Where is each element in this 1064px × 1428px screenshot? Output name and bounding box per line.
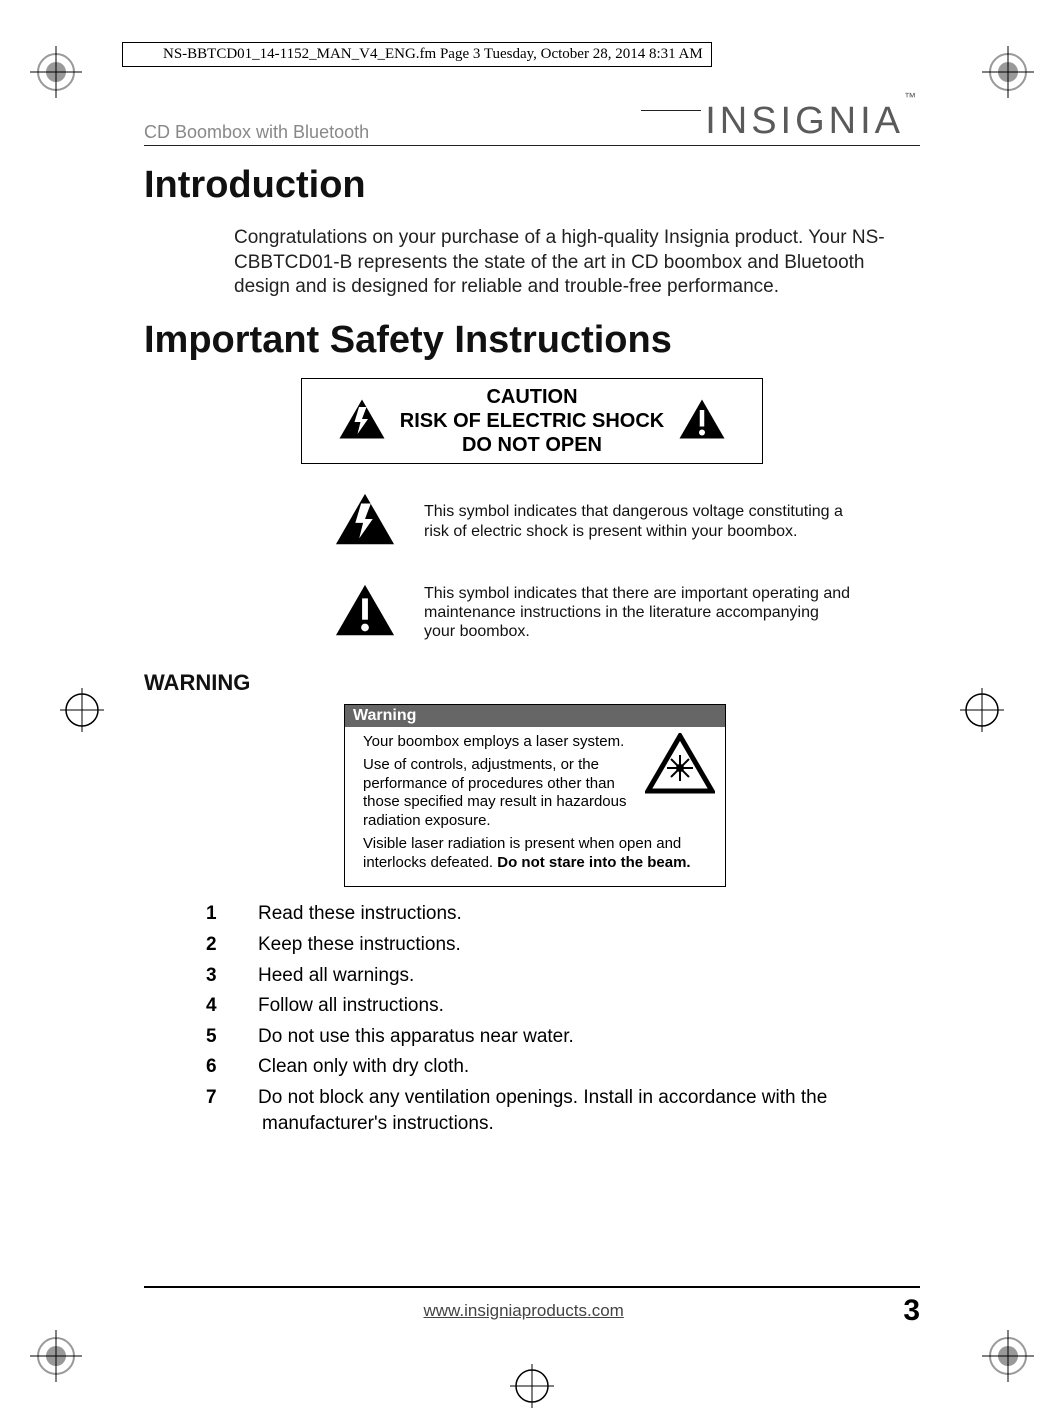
caution-line1: CAUTION [400, 385, 664, 409]
page-footer: www.insigniaproducts.com 3 [144, 1286, 920, 1328]
caution-line2: RISK OF ELECTRIC SHOCK [400, 409, 664, 433]
warning-box: Warning Your boombox employs a laser sys… [344, 704, 726, 887]
warning-p3-bold: Do not stare into the beam. [497, 854, 690, 871]
instruction-item: Do not block any ventilation openings. I… [234, 1085, 920, 1138]
exclamation-triangle-icon [334, 579, 404, 646]
laser-triangle-icon [645, 733, 715, 801]
instructions-list: Read these instructions. Keep these inst… [234, 901, 920, 1138]
instruction-item: Read these instructions. [234, 901, 920, 928]
crop-mark-icon [960, 688, 1004, 732]
intro-paragraph: Congratulations on your purchase of a hi… [234, 226, 920, 300]
instruction-item: Clean only with dry cloth. [234, 1054, 920, 1081]
warning-box-header: Warning [345, 705, 725, 727]
crop-mark-icon [30, 46, 82, 98]
section-title-safety: Important Safety Instructions [144, 319, 920, 362]
lightning-triangle-icon [338, 395, 386, 448]
instruction-item: Do not use this apparatus near water. [234, 1024, 920, 1051]
symbol-important-row: This symbol indicates that there are imp… [334, 579, 854, 646]
document-header: CD Boombox with Bluetooth INSIGNIA™ [144, 100, 920, 146]
instruction-item: Keep these instructions. [234, 932, 920, 959]
doc-subtitle: CD Boombox with Bluetooth [144, 122, 369, 143]
caution-line3: DO NOT OPEN [400, 433, 664, 457]
symbol-important-text: This symbol indicates that there are imp… [424, 584, 854, 642]
page-content: CD Boombox with Bluetooth INSIGNIA™ Intr… [144, 100, 920, 1328]
exclamation-triangle-icon [678, 395, 726, 448]
crop-mark-icon [982, 1330, 1034, 1382]
instruction-item: Follow all instructions. [234, 993, 920, 1020]
warning-p3: Visible laser radiation is present when … [363, 835, 715, 873]
crop-mark-icon [510, 1364, 554, 1408]
brand-logo: INSIGNIA™ [641, 100, 920, 143]
symbol-voltage-text: This symbol indicates that dangerous vol… [424, 502, 854, 540]
crop-mark-icon [982, 46, 1034, 98]
lightning-triangle-icon [334, 488, 404, 555]
instruction-item: Heed all warnings. [234, 963, 920, 990]
brand-text: INSIGNIA [705, 100, 904, 142]
footer-url: www.insigniaproducts.com [144, 1301, 903, 1321]
footer-page-number: 3 [903, 1294, 920, 1328]
crop-mark-icon [60, 688, 104, 732]
crop-mark-icon [30, 1330, 82, 1382]
section-title-introduction: Introduction [144, 164, 920, 207]
symbol-voltage-row: This symbol indicates that dangerous vol… [334, 488, 854, 555]
file-header-line: NS-BBTCD01_14-1152_MAN_V4_ENG.fm Page 3 … [122, 42, 712, 67]
caution-box: CAUTION RISK OF ELECTRIC SHOCK DO NOT OP… [301, 378, 763, 464]
warning-heading: WARNING [144, 670, 920, 696]
